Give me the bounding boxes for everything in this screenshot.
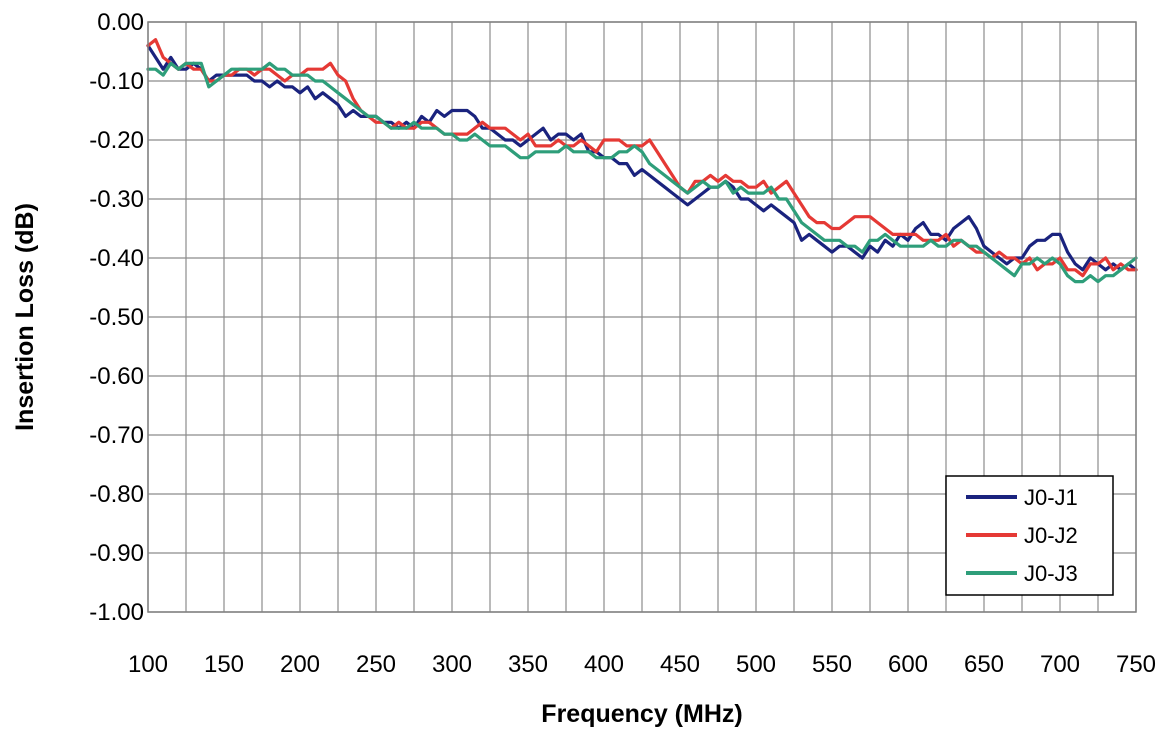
series-line-j0-j3 [146, 61, 1138, 284]
x-tick-label: 700 [1040, 651, 1080, 678]
y-tick-label: -0.20 [89, 127, 144, 154]
x-tick-label: 550 [812, 651, 852, 678]
series-line-j0-j2 [146, 38, 1138, 278]
series-line-j0-j1 [146, 43, 1138, 272]
y-tick-label: -0.30 [89, 186, 144, 213]
legend-items: J0-J1 J0-J2 J0-J3 [966, 485, 1078, 586]
y-tick-label: -1.00 [89, 599, 144, 626]
y-tick-label: -0.60 [89, 363, 144, 390]
x-tick-label: 100 [128, 651, 168, 678]
x-tick-label: 200 [280, 651, 320, 678]
legend: J0-J1 J0-J2 J0-J3 [945, 475, 1114, 596]
x-tick-label: 400 [584, 651, 624, 678]
series-layer [146, 38, 1138, 284]
y-tick-label: -0.50 [89, 304, 144, 331]
x-tick-label: 250 [356, 651, 396, 678]
x-axis-title: Frequency (MHz) [541, 700, 742, 728]
y-tick-label: -0.80 [89, 481, 144, 508]
x-tick-label: 600 [888, 651, 928, 678]
x-tick-label: 150 [204, 651, 244, 678]
x-tick-label: 450 [660, 651, 700, 678]
legend-label: J0-J1 [1024, 485, 1078, 510]
legend-label: J0-J3 [1024, 561, 1078, 586]
x-tick-label: 650 [964, 651, 1004, 678]
y-tick-label: -0.10 [89, 68, 144, 95]
y-tick-label: 0.00 [97, 9, 144, 36]
x-tick-label: 750 [1116, 651, 1156, 678]
x-tick-label: 300 [432, 651, 472, 678]
x-tick-labels: 100 150 200 250 300 350 400 450 500 550 600 650 700 7… [128, 651, 1156, 678]
x-tick-label: 500 [736, 651, 776, 678]
y-tick-label: -0.90 [89, 540, 144, 567]
y-tick-labels: 0.00 -0.10 -0.20 -0.30 -0.40 -0.50 -0.60 -0.70 -… [89, 9, 144, 626]
y-axis-title: Insertion Loss (dB) [11, 203, 39, 431]
y-tick-label: -0.40 [89, 245, 144, 272]
x-tick-label: 350 [508, 651, 548, 678]
plot-frame [147, 21, 1137, 613]
y-tick-label: -0.70 [89, 422, 144, 449]
legend-label: J0-J2 [1024, 523, 1078, 548]
